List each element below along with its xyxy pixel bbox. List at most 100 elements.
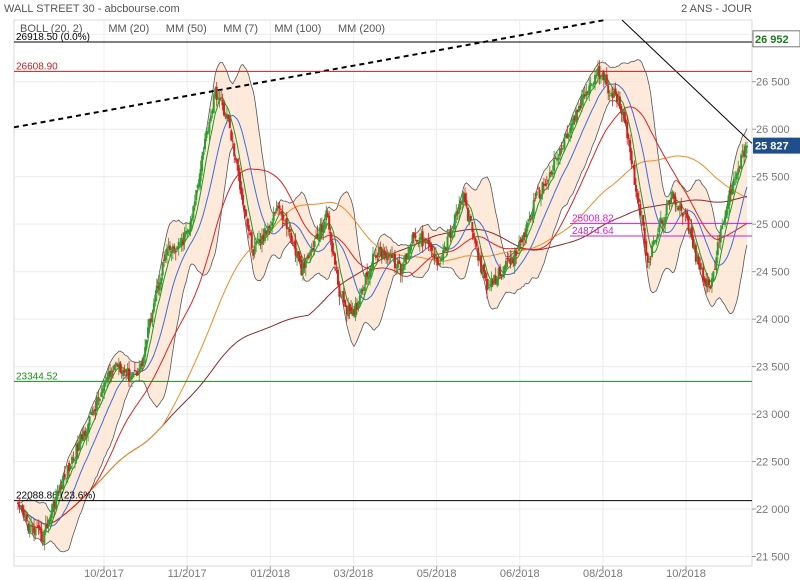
ma-100-line (17, 155, 748, 525)
candle-body (586, 91, 589, 93)
candle-body (168, 245, 171, 251)
candle-body (252, 249, 255, 256)
candle-body (664, 217, 667, 225)
candle-body (418, 237, 421, 244)
candle-body (81, 434, 84, 440)
candle-body (59, 484, 62, 494)
candle-body (170, 251, 173, 253)
candle-body (325, 210, 328, 221)
candle-body (237, 164, 240, 175)
candle-body (319, 223, 322, 237)
candle-body (303, 262, 306, 269)
candle-body (611, 93, 614, 99)
candle-body (493, 275, 496, 283)
candle-body (49, 517, 52, 523)
candle-body (703, 278, 706, 283)
candle-body (615, 93, 618, 103)
chart-period: 2 ANS - JOUR (681, 3, 752, 15)
candle-body (656, 233, 659, 239)
candle-body (19, 507, 22, 509)
candle-body (651, 245, 654, 257)
candle-body (297, 251, 300, 257)
candle-body (577, 106, 580, 112)
level-label: 26918.50 (0.0%) (16, 32, 90, 43)
candle-body (434, 253, 437, 257)
candle-body (307, 255, 310, 258)
candle-body (255, 241, 258, 245)
candle-body (322, 225, 325, 233)
candle-body (68, 462, 71, 472)
candle-body (560, 148, 563, 150)
candle-body (166, 248, 169, 256)
candle-body (535, 191, 538, 196)
candle-body (481, 266, 484, 275)
candle-body (164, 254, 167, 261)
level-label: 24874.64 (572, 226, 614, 237)
candle-body (681, 213, 684, 217)
candle-body (662, 222, 665, 227)
candle-body (566, 133, 569, 139)
candle-body (500, 274, 503, 277)
bollinger-fill (18, 59, 747, 552)
candle-body (421, 231, 424, 247)
candle-body (253, 245, 256, 255)
candle-body (427, 239, 430, 244)
candle-body (710, 278, 713, 287)
candle-body (667, 200, 670, 206)
candle-body (92, 409, 95, 415)
candle-body (411, 234, 414, 243)
candle-body (700, 267, 703, 269)
axes: 21 500 22 000 22 500 23 000 23 500 24 000 24 5… (84, 29, 800, 580)
candle-body (658, 224, 661, 233)
candle-body (338, 283, 341, 297)
candle-body (43, 530, 46, 544)
candle-body (561, 148, 564, 150)
candle-body (353, 309, 356, 315)
candle-body (22, 510, 25, 518)
candle-body (709, 286, 712, 289)
candle-body (677, 207, 680, 210)
candle-body (731, 183, 734, 195)
candle-body (234, 157, 237, 160)
candle-body (537, 188, 540, 190)
candle-body (626, 121, 629, 139)
y-tick-label: 23 500 (756, 362, 790, 374)
candle-body (180, 237, 183, 246)
candle-body (557, 157, 560, 160)
candle-body (646, 253, 649, 263)
candle-body (298, 255, 301, 261)
candle-body (296, 253, 299, 258)
candle-body (477, 247, 480, 261)
candle-body (480, 255, 483, 273)
candles (17, 60, 748, 551)
candle-body (84, 430, 87, 436)
candle-body (464, 193, 467, 203)
candle-body (399, 264, 402, 275)
candle-body (347, 306, 350, 317)
candle-body (567, 134, 570, 138)
candle-body (148, 318, 151, 328)
y-tick-label: 22 500 (756, 457, 790, 469)
candle-body (643, 228, 646, 244)
candle-body (613, 91, 616, 98)
candle-body (147, 327, 150, 338)
candle-body (230, 130, 233, 141)
candle-body (179, 244, 182, 246)
candle-body (386, 253, 389, 261)
candle-body (671, 191, 674, 198)
current-price-label: 25 827 (755, 141, 789, 153)
candle-body (547, 179, 550, 183)
candle-body (358, 295, 361, 305)
candle-body (35, 527, 38, 529)
candle-body (316, 233, 319, 239)
candle-body (34, 528, 37, 536)
candle-body (507, 259, 510, 261)
candle-body (595, 74, 598, 77)
candle-body (637, 198, 640, 203)
candle-body (221, 100, 224, 106)
candle-body (559, 148, 562, 157)
candle-body (678, 205, 681, 209)
candle-body (209, 115, 212, 122)
candle-body (689, 229, 692, 234)
candle-body (28, 524, 31, 534)
